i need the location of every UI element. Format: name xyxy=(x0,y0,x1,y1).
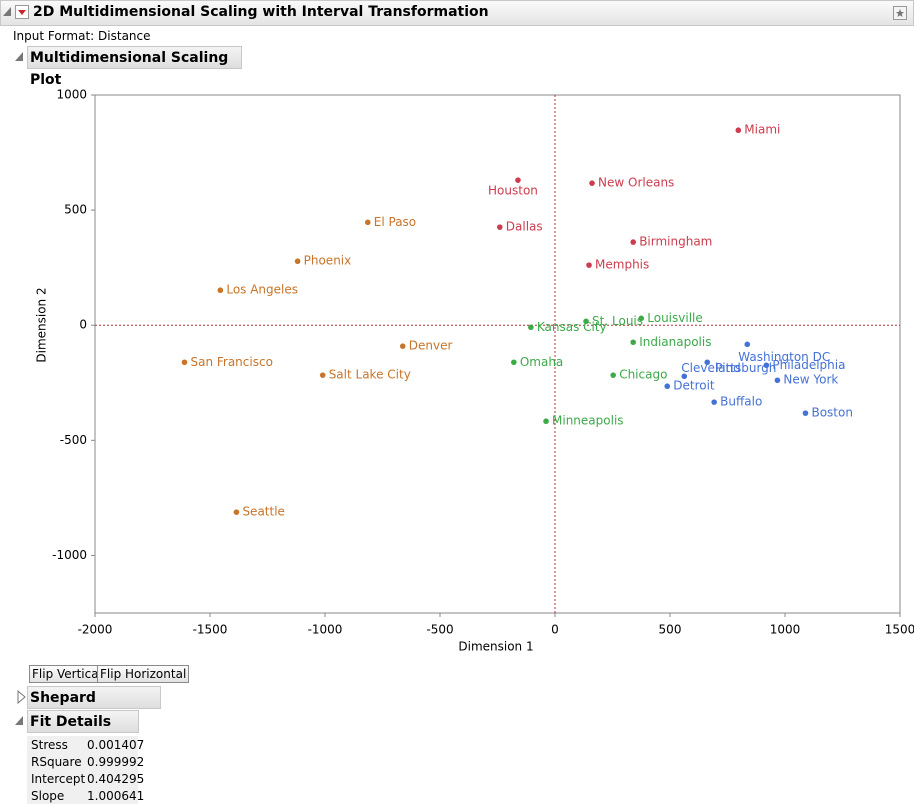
flip-vertical-button[interactable]: Flip Vertical xyxy=(29,665,105,683)
fit-label: Slope xyxy=(31,789,65,803)
point-label: Dallas xyxy=(506,220,543,234)
fit-label: Intercept xyxy=(31,772,86,786)
point xyxy=(735,127,742,134)
point xyxy=(364,219,371,226)
section-header[interactable]: Shepard Diagram xyxy=(27,686,161,728)
point xyxy=(704,359,711,366)
point-label: Chicago xyxy=(619,368,667,382)
point xyxy=(802,410,809,416)
x-axis-title: Dimension 1 xyxy=(458,640,533,654)
point-label: Memphis xyxy=(595,258,649,272)
y-tick-label: -1000 xyxy=(52,548,87,562)
point-label: Washington DC xyxy=(738,350,830,364)
options-icon[interactable] xyxy=(893,6,907,20)
point-label: New Orleans xyxy=(598,176,674,190)
point-label: Philadelphia xyxy=(772,358,845,372)
disclosure-icon[interactable] xyxy=(2,6,14,18)
y-tick-label: 0 xyxy=(79,318,87,332)
point-label: Kansas City xyxy=(537,320,607,334)
point-label: Phoenix xyxy=(304,254,352,268)
point xyxy=(586,262,592,268)
point-label: Minneapolis xyxy=(552,414,624,428)
input-format: Input Format: Distance xyxy=(13,29,151,43)
point-label: New York xyxy=(783,373,838,387)
point-label: Pittsburgh xyxy=(715,361,776,375)
x-tick-label: -2000 xyxy=(78,623,113,637)
fit-value: 0.999992 xyxy=(87,755,145,769)
point-label: Omaha xyxy=(520,355,563,369)
disclosure-icon[interactable] xyxy=(16,690,28,704)
point xyxy=(681,373,688,380)
section-header[interactable]: Fit Details xyxy=(27,710,139,733)
point-label: St. Louis xyxy=(592,314,643,328)
point xyxy=(664,383,671,390)
point-label: Detroit xyxy=(673,379,715,393)
point-label: Miami xyxy=(744,123,780,137)
point-label: Indianapolis xyxy=(639,335,711,349)
point xyxy=(399,343,406,349)
y-tick-label: 1000 xyxy=(56,88,87,102)
mds-plot: Dimension 1 Dimension 2 -2000 -1500 -1000 -… xyxy=(35,88,914,654)
point xyxy=(511,359,517,366)
point xyxy=(319,372,326,378)
disclosure-icon[interactable] xyxy=(14,715,26,727)
point-label: Louisville xyxy=(647,311,703,325)
x-tick-label: 500 xyxy=(659,623,682,637)
point xyxy=(711,399,717,405)
point xyxy=(583,318,589,325)
point xyxy=(589,180,595,186)
red-menu-icon[interactable] xyxy=(15,5,29,19)
point-label: San Francisco xyxy=(190,355,272,369)
fit-label: Stress xyxy=(31,738,68,752)
plot-frame xyxy=(94,94,901,614)
point xyxy=(515,177,521,183)
x-tick-label: 1500 xyxy=(885,623,914,637)
point xyxy=(763,362,770,369)
report-title: 2D Multidimensional Scaling with Interva… xyxy=(33,4,489,20)
x-tick-label: 0 xyxy=(551,623,559,637)
flip-horizontal-button[interactable]: Flip Horizontal xyxy=(97,665,190,683)
point-label: Los Angeles xyxy=(226,283,298,297)
point xyxy=(233,509,240,515)
point-label: Cleveland xyxy=(681,361,741,375)
x-tick-label: -500 xyxy=(426,623,453,637)
fit-label: RSquare xyxy=(31,755,82,769)
point xyxy=(528,324,534,331)
fit-value: 0.001407 xyxy=(87,738,145,752)
point-label: Buffalo xyxy=(720,395,762,409)
point xyxy=(497,224,503,230)
x-tick-label: -1500 xyxy=(193,623,228,637)
point xyxy=(630,339,636,346)
point-label: El Paso xyxy=(374,215,416,229)
point-label: Boston xyxy=(811,406,852,420)
x-tick-label: -1000 xyxy=(308,623,343,637)
point xyxy=(630,239,636,245)
fit-details-table: Stress 0.001407 RSquare 0.999992 Intercept 0.… xyxy=(27,736,144,804)
fit-value: 0.404295 xyxy=(87,772,145,786)
point-label: Houston xyxy=(488,184,538,198)
point xyxy=(294,258,301,265)
point-label: Salt Lake City xyxy=(329,368,411,382)
point-label: Birmingham xyxy=(639,235,712,249)
section-header[interactable]: Multidimensional Scaling Plot xyxy=(27,46,242,88)
y-axis-title: Dimension 2 xyxy=(35,287,49,362)
point xyxy=(181,359,188,366)
y-tick-label: 500 xyxy=(64,203,87,217)
point xyxy=(774,377,781,384)
fit-value: 1.000641 xyxy=(87,789,145,803)
point xyxy=(543,418,549,425)
point xyxy=(610,372,616,378)
y-tick-label: -500 xyxy=(60,433,87,447)
report-header xyxy=(0,0,914,26)
point xyxy=(217,287,224,294)
point xyxy=(744,341,751,348)
point-label: Denver xyxy=(409,339,453,353)
x-tick-label: 1000 xyxy=(770,623,801,637)
point xyxy=(638,315,645,322)
disclosure-icon[interactable] xyxy=(14,51,26,63)
point-label: Seattle xyxy=(242,505,284,519)
